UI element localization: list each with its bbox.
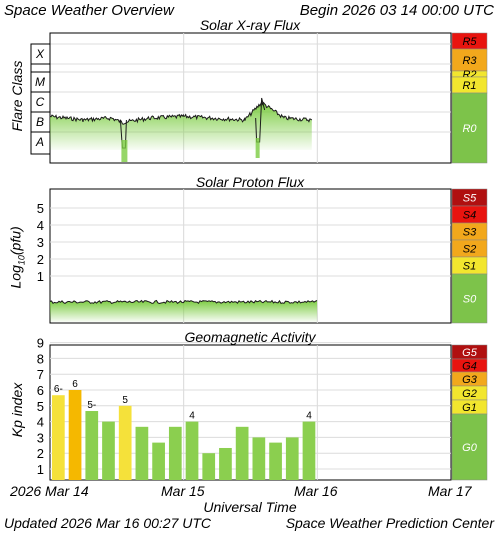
kp-bar bbox=[235, 426, 249, 480]
kp-bar-label: 6- bbox=[54, 384, 63, 395]
begin-timestamp: Begin 2026 03 14 00:00 UTC bbox=[299, 2, 494, 19]
kp-y-tick-8: 8 bbox=[37, 351, 44, 366]
proton-scale-label-s5: S5 bbox=[463, 193, 477, 205]
kp-bar-label: 4 bbox=[189, 411, 195, 422]
kp-y-tick-1: 1 bbox=[37, 462, 44, 477]
xray-scale-label-r1: R1 bbox=[462, 80, 476, 92]
kp-y-tick-2: 2 bbox=[37, 446, 44, 461]
kp-bar bbox=[269, 442, 282, 480]
flare-class-b: B bbox=[36, 115, 44, 129]
x-tick-mar15: Mar 15 bbox=[161, 483, 205, 499]
x-tick-mar14: 2026 Mar 14 bbox=[10, 483, 89, 499]
flare-class-c: C bbox=[36, 95, 45, 109]
kp-bar bbox=[219, 447, 232, 480]
kp-y-tick-4: 4 bbox=[37, 415, 44, 430]
kp-bar bbox=[285, 437, 299, 480]
flare-class-a: A bbox=[35, 135, 44, 149]
proton-scale-label-s4: S4 bbox=[463, 210, 476, 222]
page-title: Space Weather Overview bbox=[4, 2, 174, 19]
kp-bar bbox=[85, 411, 99, 480]
kp-bar-label: 5- bbox=[87, 400, 96, 411]
proton-y-tick-2: 2 bbox=[37, 252, 44, 267]
kp-bar bbox=[185, 421, 199, 480]
source-credit: Space Weather Prediction Center bbox=[285, 515, 494, 531]
proton-flux-area bbox=[50, 300, 318, 322]
xray-scale-label-r5: R5 bbox=[462, 36, 477, 48]
kp-scale-label-g3: G3 bbox=[462, 374, 478, 386]
kp-scale-label-g5: G5 bbox=[462, 347, 478, 359]
kp-y-tick-5: 5 bbox=[37, 399, 44, 414]
kp-y-tick-3: 3 bbox=[37, 430, 44, 445]
kp-y-tick-6: 6 bbox=[37, 383, 44, 398]
kp-y-tick-9: 9 bbox=[37, 336, 44, 351]
xray-spike bbox=[255, 97, 266, 143]
x-axis-title: Universal Time bbox=[203, 499, 297, 515]
proton-y-tick-5: 5 bbox=[37, 201, 44, 216]
proton-y-tick-3: 3 bbox=[37, 235, 44, 250]
xray-flux-line bbox=[49, 100, 313, 125]
kp-scale-label-g1: G1 bbox=[462, 402, 477, 414]
xray-scale-label-r3: R3 bbox=[462, 55, 477, 67]
kp-bar bbox=[118, 405, 132, 480]
kp-bar-label: 5 bbox=[122, 395, 128, 406]
xray-panel-title: Solar X-ray Flux bbox=[199, 17, 301, 33]
kp-scale-g0 bbox=[451, 413, 488, 481]
proton-scale-label-s2: S2 bbox=[463, 244, 476, 256]
kp-y-tick-7: 7 bbox=[37, 367, 44, 382]
kp-bar bbox=[52, 395, 65, 480]
proton-scale-label-s0: S0 bbox=[463, 294, 477, 306]
x-tick-mar16: Mar 16 bbox=[294, 483, 338, 499]
kp-bar bbox=[252, 437, 266, 480]
kp-scale-label-g0: G0 bbox=[462, 442, 478, 454]
proton-scale-label-s3: S3 bbox=[463, 227, 477, 239]
xray-scale-r0 bbox=[451, 92, 488, 164]
kp-bar bbox=[168, 426, 182, 480]
flare-class-box bbox=[30, 43, 51, 155]
proton-flux-line bbox=[49, 299, 318, 305]
kp-bar bbox=[68, 390, 82, 480]
geomag-panel-title: Geomagnetic Activity bbox=[184, 329, 316, 345]
xray-spike-fill bbox=[255, 138, 260, 158]
x-tick-mar17: Mar 17 bbox=[428, 483, 472, 499]
proton-scale-s0 bbox=[451, 273, 488, 324]
kp-bar bbox=[102, 421, 115, 480]
kp-plot-frame bbox=[49, 344, 452, 481]
proton-y-tick-1: 1 bbox=[37, 269, 44, 284]
kp-bar bbox=[135, 426, 149, 480]
kp-bar bbox=[152, 442, 165, 480]
flare-class-x: X bbox=[35, 47, 45, 61]
proton-y-tick-4: 4 bbox=[37, 218, 44, 233]
kp-scale-label-g4: G4 bbox=[462, 361, 477, 373]
xray-scale-label-r0: R0 bbox=[462, 123, 477, 135]
proton-scale-label-s1: S1 bbox=[463, 261, 476, 273]
kp-scale-label-g2: G2 bbox=[462, 388, 477, 400]
xray-dip-fill bbox=[121, 140, 128, 162]
kp-bar-label: 6 bbox=[72, 379, 78, 390]
flare-class-m: M bbox=[35, 75, 45, 89]
kp-bar bbox=[202, 453, 216, 480]
proton-panel-title: Solar Proton Flux bbox=[195, 174, 305, 190]
updated-timestamp: Updated 2026 Mar 16 00:27 UTC bbox=[4, 515, 212, 531]
kp-bar bbox=[302, 421, 316, 480]
kp-bar-label: 4 bbox=[306, 411, 312, 422]
xray-flux-area bbox=[50, 102, 312, 150]
